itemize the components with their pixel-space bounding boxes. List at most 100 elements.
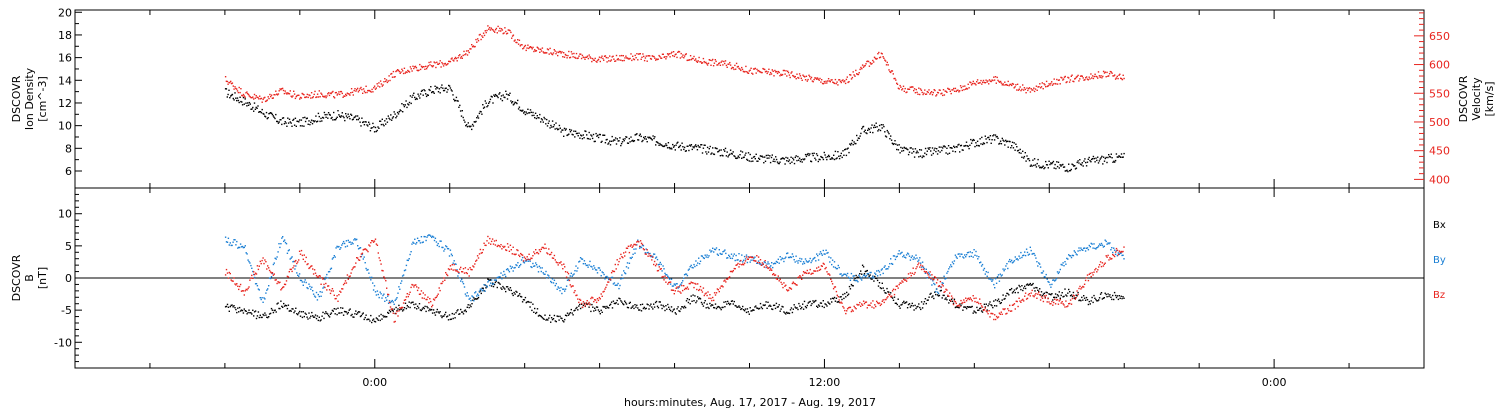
- bx-point: [1050, 294, 1052, 296]
- velocity-tick-label: 600: [1429, 59, 1450, 72]
- by-point: [558, 287, 560, 289]
- density-point: [777, 162, 779, 165]
- bx-point: [1093, 294, 1095, 297]
- bx-point: [771, 308, 773, 310]
- velocity-point: [671, 51, 673, 53]
- bx-point: [916, 306, 918, 308]
- by-point: [889, 263, 891, 265]
- by-point: [461, 281, 464, 283]
- by-point: [662, 265, 664, 267]
- velocity-point: [932, 91, 934, 94]
- bx-point: [481, 287, 483, 289]
- bx-point: [966, 306, 969, 308]
- velocity-point: [327, 92, 330, 94]
- velocity-point: [936, 94, 938, 96]
- bx-point: [639, 304, 642, 306]
- bz-point: [292, 267, 294, 269]
- velocity-point: [364, 91, 366, 94]
- density-point: [1045, 164, 1048, 166]
- bx-point: [694, 295, 696, 297]
- by-point: [656, 258, 659, 261]
- by-point: [792, 255, 794, 258]
- bx-point: [802, 303, 804, 305]
- density-point: [391, 117, 394, 119]
- bx-point: [467, 304, 469, 306]
- velocity-point: [768, 68, 770, 70]
- velocity-point: [511, 35, 514, 37]
- density-point: [786, 160, 788, 162]
- density-point: [867, 127, 870, 130]
- density-point: [619, 137, 621, 139]
- by-point: [569, 275, 571, 277]
- density-point: [607, 143, 609, 145]
- density-point: [754, 158, 756, 160]
- by-point: [325, 276, 327, 279]
- by-point: [518, 266, 520, 268]
- bz-point: [522, 260, 525, 262]
- by-point: [462, 283, 465, 285]
- by-point: [398, 286, 400, 288]
- bx-point: [795, 307, 797, 309]
- velocity-point: [729, 64, 732, 66]
- bz-point: [907, 273, 910, 275]
- velocity-point: [517, 39, 519, 41]
- bz-point: [724, 279, 726, 281]
- bz-point: [242, 290, 245, 292]
- density-point: [511, 101, 514, 103]
- density-tick-label: 16: [58, 52, 72, 65]
- velocity-point: [322, 95, 324, 97]
- bx-point: [567, 314, 570, 316]
- velocity-point: [757, 70, 759, 72]
- bz-point: [834, 286, 837, 288]
- by-point: [692, 267, 694, 269]
- bx-point: [758, 307, 761, 310]
- by-point: [777, 258, 779, 260]
- density-point: [252, 106, 254, 109]
- velocity-point: [471, 46, 474, 48]
- bx-point: [546, 318, 548, 321]
- velocity-point: [823, 80, 825, 83]
- density-point: [787, 157, 789, 159]
- bz-point: [794, 283, 796, 285]
- velocity-point: [1096, 76, 1098, 78]
- bz-point: [853, 305, 855, 308]
- density-point: [1102, 163, 1104, 165]
- velocity-point: [698, 56, 700, 59]
- velocity-point: [852, 71, 854, 73]
- velocity-point: [337, 93, 339, 95]
- velocity-point: [867, 60, 870, 63]
- by-point: [1066, 257, 1068, 260]
- by-point: [350, 243, 352, 245]
- bz-point: [804, 271, 807, 274]
- velocity-point: [286, 93, 288, 95]
- by-point: [529, 260, 531, 262]
- bx-point: [422, 306, 424, 309]
- velocity-point: [725, 64, 728, 67]
- density-point: [827, 154, 830, 157]
- by-point: [728, 255, 731, 258]
- by-point: [1093, 243, 1095, 245]
- bx-point: [1014, 291, 1016, 294]
- velocity-point: [404, 72, 406, 74]
- density-point: [826, 158, 828, 161]
- velocity-point: [591, 60, 593, 63]
- by-point: [466, 292, 468, 294]
- by-point: [820, 252, 823, 255]
- density-point: [823, 151, 825, 154]
- velocity-point: [761, 71, 763, 74]
- bx-point: [705, 307, 707, 309]
- density-point: [568, 133, 570, 135]
- velocity-point: [382, 84, 384, 86]
- by-point: [535, 264, 538, 266]
- density-point: [999, 140, 1002, 142]
- density-point: [882, 124, 884, 126]
- bx-point: [620, 300, 622, 302]
- bx-point: [312, 316, 315, 318]
- bx-point: [779, 310, 781, 312]
- density-point: [224, 88, 227, 90]
- by-point: [276, 256, 278, 258]
- density-point: [666, 147, 669, 149]
- velocity-point: [828, 80, 831, 82]
- bx-point: [1051, 293, 1053, 295]
- bx-point: [735, 305, 737, 307]
